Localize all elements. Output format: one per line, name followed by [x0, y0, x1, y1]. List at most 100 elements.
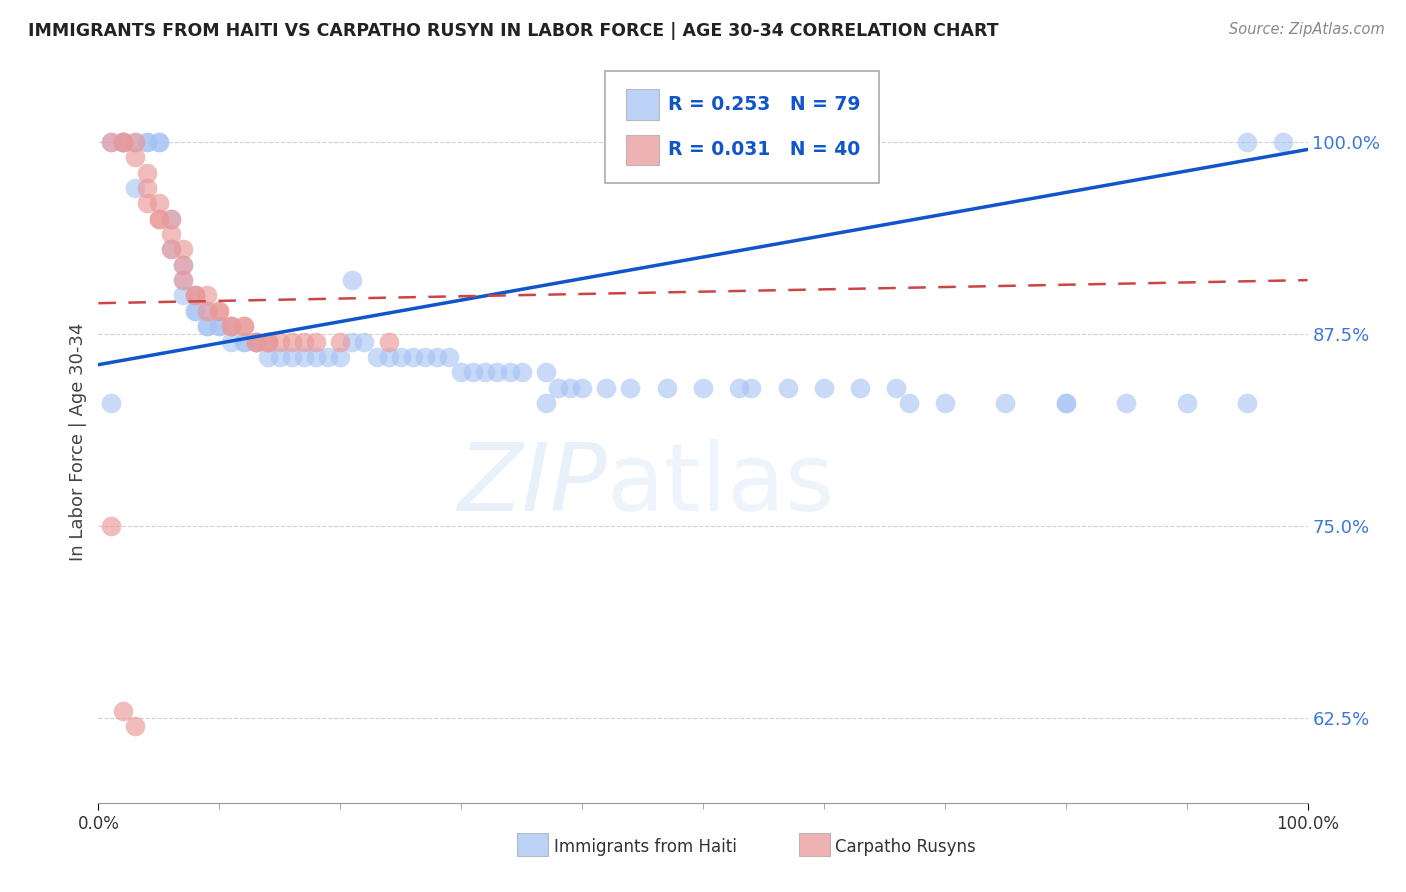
- Point: [692, 381, 714, 395]
- Y-axis label: In Labor Force | Age 30-34: In Labor Force | Age 30-34: [69, 322, 87, 561]
- Point: [413, 350, 436, 364]
- Point: [377, 350, 399, 364]
- Point: [426, 350, 449, 364]
- Point: [897, 396, 920, 410]
- Text: Carpatho Rusyns: Carpatho Rusyns: [835, 838, 976, 856]
- Point: [221, 319, 243, 334]
- Point: [281, 350, 304, 364]
- Point: [148, 135, 170, 149]
- Point: [208, 304, 231, 318]
- Point: [366, 350, 388, 364]
- Point: [776, 381, 799, 395]
- Point: [245, 334, 267, 349]
- Point: [655, 381, 678, 395]
- Point: [124, 135, 146, 149]
- Point: [305, 350, 328, 364]
- Point: [135, 135, 157, 149]
- Point: [256, 334, 278, 349]
- Point: [111, 135, 134, 149]
- Point: [160, 243, 183, 257]
- Point: [740, 381, 762, 395]
- Point: [111, 135, 134, 149]
- Text: IMMIGRANTS FROM HAITI VS CARPATHO RUSYN IN LABOR FORCE | AGE 30-34 CORRELATION C: IMMIGRANTS FROM HAITI VS CARPATHO RUSYN …: [28, 22, 998, 40]
- Point: [498, 365, 520, 379]
- Point: [124, 181, 146, 195]
- Point: [728, 381, 751, 395]
- Point: [195, 304, 218, 318]
- Point: [256, 334, 278, 349]
- Point: [111, 704, 134, 718]
- Point: [184, 288, 207, 302]
- Point: [245, 334, 267, 349]
- Point: [135, 165, 157, 179]
- Point: [474, 365, 496, 379]
- Point: [184, 304, 207, 318]
- Point: [184, 304, 207, 318]
- Point: [1236, 396, 1258, 410]
- Point: [486, 365, 509, 379]
- Point: [221, 319, 243, 334]
- Point: [135, 135, 157, 149]
- Point: [316, 350, 339, 364]
- Point: [172, 288, 194, 302]
- Point: [232, 319, 254, 334]
- Point: [269, 350, 291, 364]
- Point: [1175, 396, 1198, 410]
- Point: [100, 135, 122, 149]
- Point: [172, 273, 194, 287]
- Point: [172, 273, 194, 287]
- Point: [221, 319, 243, 334]
- Point: [111, 135, 134, 149]
- Point: [195, 304, 218, 318]
- Point: [184, 288, 207, 302]
- Point: [111, 135, 134, 149]
- Point: [256, 334, 278, 349]
- Point: [389, 350, 412, 364]
- Point: [195, 319, 218, 334]
- Point: [256, 350, 278, 364]
- Text: R = 0.253   N = 79: R = 0.253 N = 79: [668, 95, 860, 114]
- Point: [269, 334, 291, 349]
- Point: [534, 396, 557, 410]
- Point: [172, 258, 194, 272]
- Text: atlas: atlas: [606, 439, 835, 531]
- Point: [437, 350, 460, 364]
- Point: [281, 334, 304, 349]
- Point: [100, 519, 122, 533]
- Point: [124, 150, 146, 164]
- Point: [886, 381, 908, 395]
- Point: [135, 196, 157, 211]
- Point: [208, 319, 231, 334]
- Point: [1272, 135, 1295, 149]
- Point: [148, 211, 170, 226]
- Point: [292, 334, 315, 349]
- Point: [245, 334, 267, 349]
- Point: [305, 334, 328, 349]
- Point: [934, 396, 956, 410]
- Point: [1054, 396, 1077, 410]
- Point: [402, 350, 425, 364]
- Point: [342, 334, 364, 349]
- Point: [450, 365, 472, 379]
- Point: [1236, 135, 1258, 149]
- Point: [558, 381, 581, 395]
- Point: [292, 350, 315, 364]
- Text: ZIP: ZIP: [457, 440, 606, 531]
- Point: [232, 334, 254, 349]
- Point: [232, 319, 254, 334]
- Point: [510, 365, 533, 379]
- Point: [172, 243, 194, 257]
- Point: [377, 334, 399, 349]
- Point: [208, 319, 231, 334]
- Point: [221, 334, 243, 349]
- Point: [172, 258, 194, 272]
- Point: [232, 334, 254, 349]
- Point: [994, 396, 1017, 410]
- Point: [184, 288, 207, 302]
- Point: [160, 211, 183, 226]
- Point: [329, 350, 352, 364]
- Point: [595, 381, 617, 395]
- Point: [148, 135, 170, 149]
- Point: [124, 719, 146, 733]
- Point: [329, 334, 352, 349]
